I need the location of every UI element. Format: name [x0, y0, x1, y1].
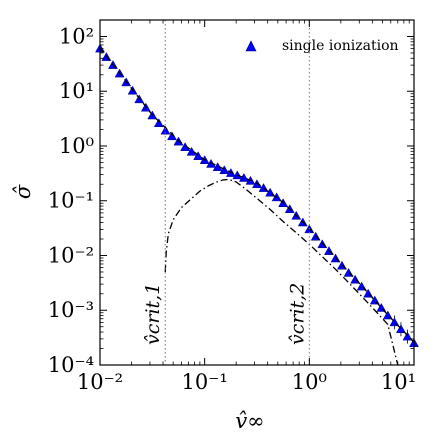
data-point: [219, 165, 230, 175]
x-tick-label: 10¹: [381, 370, 416, 394]
y-tick-label: 10⁻²: [48, 243, 94, 267]
y-tick-label: 10⁻⁴: [48, 353, 94, 377]
data-point: [238, 173, 249, 182]
plot-area: [100, 20, 414, 365]
y-tick-label: 10⁻¹: [48, 189, 94, 213]
x-tick-label: 10⁰: [292, 370, 327, 394]
vline-crit-2-label: v̂crit,2: [286, 283, 308, 345]
data-point: [395, 324, 406, 333]
y-tick-label: 10¹: [59, 79, 94, 103]
dashed-curve: [99, 47, 415, 343]
y-axis-label: σ̂: [11, 184, 35, 199]
data-point: [160, 125, 171, 135]
data-point: [193, 151, 204, 160]
x-tick-label: 10⁻¹: [182, 370, 228, 394]
plot-frame: [99, 19, 415, 366]
y-tick-label: 10²: [59, 24, 94, 48]
data-point: [402, 331, 413, 341]
vline-crit-1-label: v̂crit,1: [142, 283, 164, 345]
y-tick-label: 10⁰: [59, 134, 94, 158]
data-point: [153, 118, 164, 128]
x-tick-label: 10⁻²: [77, 370, 123, 394]
legend-marker: [245, 40, 257, 52]
legend-label: single ionization: [282, 38, 399, 54]
y-tick-label: 10⁻³: [48, 298, 94, 322]
legend: single ionization: [245, 38, 399, 54]
x-axis-label: v̂∞: [235, 409, 264, 433]
